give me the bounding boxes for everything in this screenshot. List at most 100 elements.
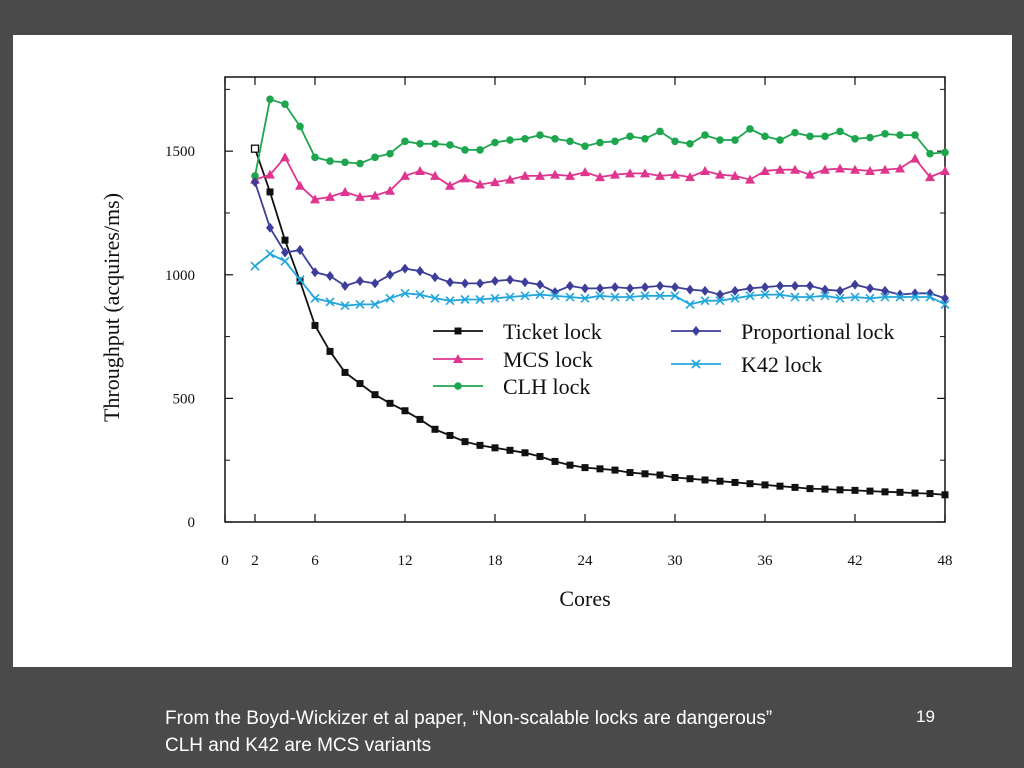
data-point-k42-lock xyxy=(715,296,725,306)
data-point-mcs-lock xyxy=(580,167,590,177)
legend-entry-proportional-lock: Proportional lock xyxy=(671,319,894,344)
data-point-clh-lock xyxy=(296,122,304,131)
series-clh-lock xyxy=(251,95,949,180)
data-point-proportional-lock xyxy=(281,247,289,258)
data-point-ticket-lock xyxy=(596,465,604,473)
data-point-k42-lock xyxy=(490,293,500,303)
data-point-proportional-lock xyxy=(341,280,349,291)
data-point-clh-lock xyxy=(251,172,259,180)
data-point-mcs-lock xyxy=(370,190,380,200)
data-point-ticket-lock xyxy=(941,491,949,499)
data-point-k42-lock xyxy=(310,293,320,303)
data-point-clh-lock xyxy=(476,146,484,154)
data-point-k42-lock xyxy=(400,288,410,298)
data-point-k42-lock xyxy=(430,293,440,303)
data-point-clh-lock xyxy=(581,142,589,151)
data-point-ticket-lock xyxy=(911,489,919,497)
data-point-clh-lock xyxy=(626,132,634,141)
data-point-mcs-lock xyxy=(895,163,905,173)
data-point-mcs-lock xyxy=(940,165,950,175)
legend-swatch-marker xyxy=(692,326,700,336)
data-point-ticket-lock xyxy=(371,391,379,399)
data-point-clh-lock xyxy=(386,149,394,158)
data-point-ticket-lock xyxy=(716,477,724,485)
data-point-mcs-lock xyxy=(670,169,680,179)
data-point-ticket-lock xyxy=(731,478,739,486)
data-point-ticket-lock xyxy=(311,321,319,329)
data-point-ticket-lock xyxy=(626,469,634,477)
data-point-mcs-lock xyxy=(265,169,275,179)
data-point-clh-lock xyxy=(416,139,424,148)
legend-swatch-marker xyxy=(454,327,462,335)
data-point-k42-lock xyxy=(940,299,950,310)
data-point-k42-lock xyxy=(700,296,710,306)
series-k42-lock xyxy=(250,249,950,311)
data-point-clh-lock xyxy=(521,135,529,143)
x-tick-label: 42 xyxy=(848,553,863,569)
x-tick-label: 12 xyxy=(398,553,413,569)
data-point-proportional-lock xyxy=(371,278,379,289)
data-point-proportional-lock xyxy=(416,266,424,277)
x-tick-label: 36 xyxy=(758,553,774,569)
data-point-clh-lock xyxy=(776,136,784,144)
data-point-ticket-lock xyxy=(356,380,364,388)
data-point-k42-lock xyxy=(640,291,650,301)
data-point-ticket-lock xyxy=(446,431,454,439)
data-point-proportional-lock xyxy=(446,277,454,288)
data-point-clh-lock xyxy=(821,132,829,141)
data-point-mcs-lock xyxy=(700,165,710,175)
data-point-mcs-lock xyxy=(490,177,500,187)
data-point-k42-lock xyxy=(340,301,350,311)
data-point-clh-lock xyxy=(596,138,604,147)
legend-entry-clh-lock: CLH lock xyxy=(433,374,590,399)
legend-entry-k42-lock: K42 lock xyxy=(671,352,822,377)
data-point-mcs-lock xyxy=(280,152,290,162)
data-point-clh-lock xyxy=(761,132,769,141)
data-point-ticket-lock xyxy=(866,487,874,495)
footer-citation: From the Boyd-Wickizer et al paper, “Non… xyxy=(165,708,773,729)
data-point-ticket-lock xyxy=(491,444,499,452)
slide-number: 19 xyxy=(916,707,935,726)
data-point-mcs-lock xyxy=(445,180,455,190)
data-point-mcs-lock xyxy=(310,194,320,204)
data-point-proportional-lock xyxy=(476,278,484,289)
data-point-clh-lock xyxy=(791,128,799,137)
data-point-mcs-lock xyxy=(505,174,515,184)
data-point-ticket-lock xyxy=(836,486,844,494)
data-point-proportional-lock xyxy=(461,278,469,289)
data-point-k42-lock xyxy=(595,291,605,301)
data-point-ticket-lock xyxy=(250,144,260,153)
legend-entry-mcs-lock: MCS lock xyxy=(433,347,593,372)
data-point-mcs-lock xyxy=(535,170,545,180)
data-point-mcs-lock xyxy=(520,170,530,180)
data-point-proportional-lock xyxy=(326,271,334,282)
data-point-ticket-lock xyxy=(671,474,679,481)
data-point-mcs-lock xyxy=(565,170,575,180)
data-point-clh-lock xyxy=(461,146,469,154)
data-point-proportional-lock xyxy=(386,269,394,280)
data-point-clh-lock xyxy=(806,132,814,141)
data-point-ticket-lock xyxy=(806,485,814,493)
data-point-clh-lock xyxy=(941,148,949,157)
data-point-ticket-lock xyxy=(341,368,349,376)
data-point-k42-lock xyxy=(685,299,695,310)
data-point-mcs-lock xyxy=(790,164,800,174)
data-point-clh-lock xyxy=(731,136,739,144)
data-point-mcs-lock xyxy=(820,164,830,174)
legend-swatch-marker xyxy=(454,382,462,390)
data-point-proportional-lock xyxy=(731,285,739,296)
data-point-k42-lock xyxy=(655,291,665,301)
data-point-mcs-lock xyxy=(850,164,860,174)
data-point-ticket-lock xyxy=(536,452,544,460)
data-point-k42-lock xyxy=(265,249,275,259)
legend-swatch-marker xyxy=(453,354,463,363)
data-point-proportional-lock xyxy=(596,283,604,294)
data-point-k42-lock xyxy=(775,289,785,300)
data-point-k42-lock xyxy=(445,296,455,306)
data-point-ticket-lock xyxy=(611,466,619,474)
data-point-mcs-lock xyxy=(355,191,365,201)
y-axis-title: Throughput (acquires/ms) xyxy=(99,193,124,422)
data-point-ticket-lock xyxy=(656,471,664,479)
y-tick-label: 1000 xyxy=(165,268,195,284)
x-tick-label: 2 xyxy=(251,553,259,569)
